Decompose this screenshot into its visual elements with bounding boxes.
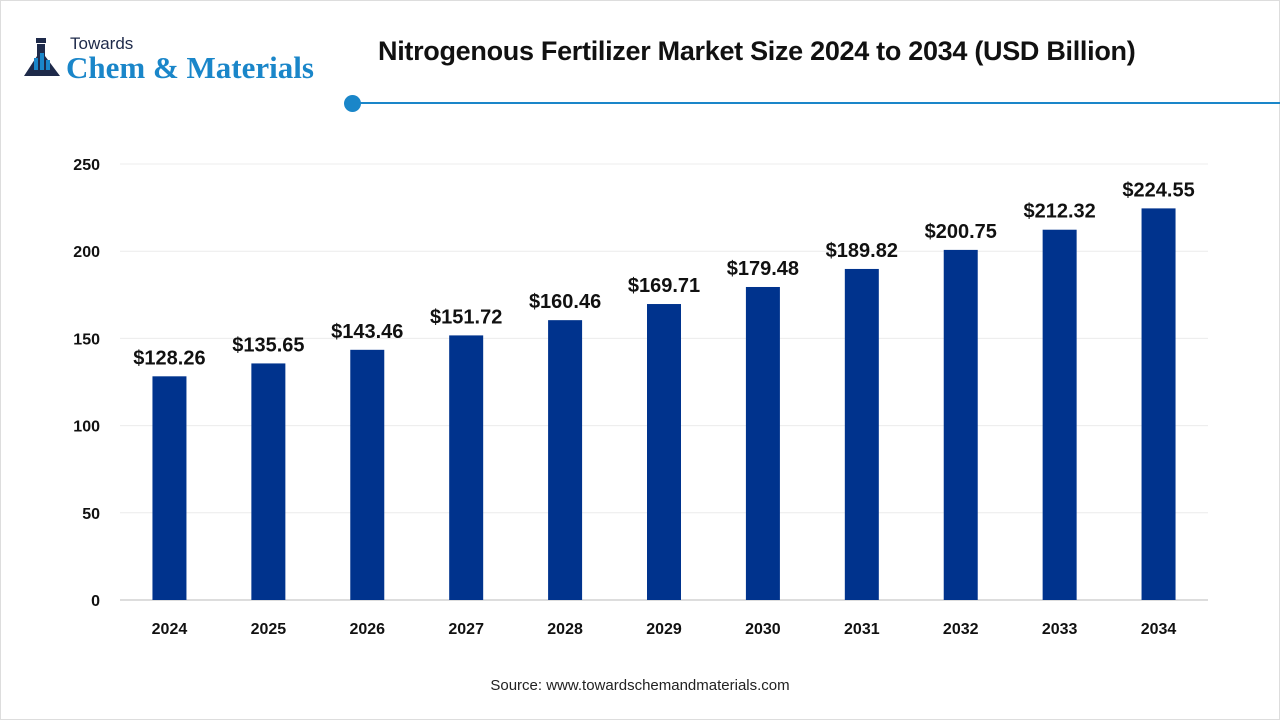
title-underline [352, 102, 1280, 104]
data-label: $179.48 [727, 258, 799, 280]
y-tick-label: 150 [73, 331, 100, 348]
bar [1141, 208, 1176, 600]
data-label: $143.46 [331, 321, 403, 343]
y-tick-label: 200 [73, 244, 100, 261]
x-tick-label: 2024 [152, 621, 188, 638]
data-label: $151.72 [430, 306, 502, 328]
x-tick-label: 2031 [844, 621, 880, 638]
logo-line2: Chem & Materials [66, 50, 314, 85]
x-tick-label: 2025 [251, 621, 287, 638]
x-tick-label: 2033 [1042, 621, 1078, 638]
x-tick-label: 2028 [547, 621, 583, 638]
bar [1042, 229, 1077, 600]
y-tick-label: 100 [73, 419, 100, 436]
logo-line1: Towards [70, 34, 134, 53]
y-tick-label: 250 [73, 157, 100, 174]
x-tick-label: 2032 [943, 621, 979, 638]
underline-dot [344, 95, 361, 112]
bar [844, 268, 879, 600]
bar [152, 376, 187, 600]
data-label: $200.75 [925, 221, 997, 243]
bar [251, 363, 286, 600]
data-label: $224.55 [1122, 179, 1194, 201]
data-label: $160.46 [529, 291, 601, 313]
flask-icon [24, 38, 60, 76]
bar [548, 320, 583, 600]
x-tick-label: 2034 [1141, 621, 1177, 638]
y-tick-label: 50 [82, 506, 100, 523]
bar [745, 286, 780, 600]
bar [943, 249, 978, 600]
x-tick-label: 2030 [745, 621, 781, 638]
y-tick-label: 0 [91, 593, 100, 610]
x-tick-label: 2026 [349, 621, 385, 638]
data-label: $189.82 [826, 240, 898, 262]
source-note: Source: www.towardschemandmaterials.com [490, 677, 790, 694]
bar [350, 349, 385, 600]
x-tick-label: 2029 [646, 621, 682, 638]
x-tick-label: 2027 [448, 621, 484, 638]
chart-title: Nitrogenous Fertilizer Market Size 2024 … [378, 36, 1136, 66]
data-label: $128.26 [133, 347, 205, 369]
bar [647, 304, 681, 600]
data-label: $169.71 [628, 275, 700, 297]
data-label: $212.32 [1023, 201, 1095, 223]
bar [449, 335, 484, 600]
data-label: $135.65 [232, 334, 304, 356]
